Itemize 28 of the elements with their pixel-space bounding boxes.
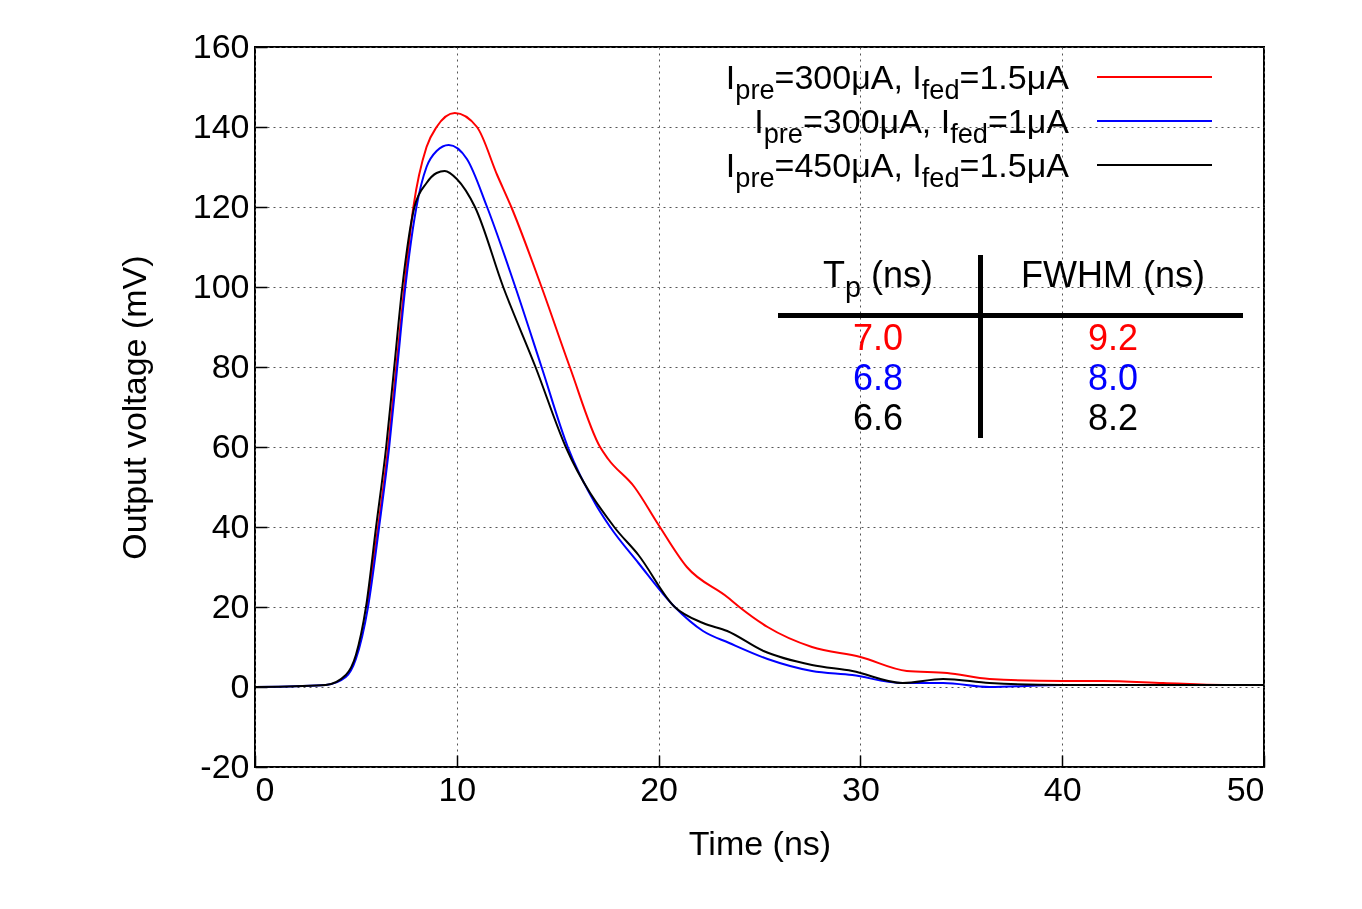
annotation: 7.0 (778, 315, 981, 358)
x-tick-label: 20 (640, 769, 679, 808)
y-tick-label: 120 (192, 186, 250, 225)
annotation: 9.2 (1086, 316, 1139, 358)
annotation: 6.6 (778, 397, 981, 438)
y-tick-label: 160 (192, 26, 250, 65)
y-tick-label: 100 (192, 266, 250, 305)
x-tick-label: 30 (841, 769, 880, 808)
y-tick-label: 60 (211, 426, 250, 465)
x-axis-title: Time (ns) (688, 823, 832, 862)
annotation: 8.2 (1086, 397, 1139, 438)
annotation: FWHM (ns) (980, 254, 1243, 316)
annotation: 8.0 (1086, 357, 1139, 398)
y-tick-label: 20 (211, 586, 250, 625)
x-tick-label: 0 (255, 769, 275, 808)
legend-label: I$_{pre}$=300μA, I$_{fed}$=1μA (754, 102, 1069, 149)
annotation: 6.8 (778, 357, 981, 398)
x-tick-label: 40 (1043, 769, 1082, 808)
x-tick-label: 10 (438, 769, 477, 808)
y-tick-label: -20 (200, 746, 250, 785)
y-tick-label: 40 (211, 506, 250, 545)
legend-label: I$_{pre}$=300μA, I$_{fed}$=1.5μA (725, 57, 1069, 105)
y-tick-label: 80 (211, 346, 250, 385)
y-axis-title: Output voltage (mV) (114, 255, 153, 560)
annotation: T$_{p}$ (ns) (778, 254, 981, 316)
y-tick-label: 0 (230, 666, 250, 705)
y-tick-label: 140 (192, 106, 250, 145)
x-tick-label: 50 (1226, 769, 1265, 808)
